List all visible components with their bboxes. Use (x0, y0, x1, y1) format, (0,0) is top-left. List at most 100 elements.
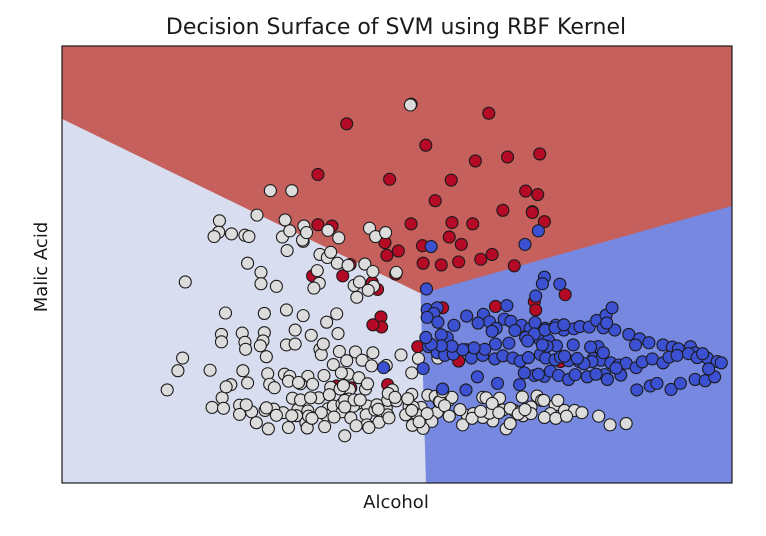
data-point-light (278, 213, 292, 227)
data-point-red (485, 247, 499, 261)
data-point-blue (529, 289, 543, 303)
data-point-light (338, 429, 352, 443)
data-point-blue (419, 330, 433, 345)
data-point-blue (518, 237, 532, 251)
data-point-light (304, 391, 318, 405)
data-point-red (445, 215, 459, 230)
data-point-light (559, 409, 574, 423)
data-point-light (537, 393, 551, 407)
data-point-light (296, 309, 310, 323)
data-point-red (529, 303, 543, 317)
data-point-light (324, 245, 338, 259)
data-point-light (366, 264, 380, 279)
data-point-red (380, 248, 394, 262)
data-point-red (404, 217, 418, 231)
data-point-light (261, 422, 275, 436)
data-point-light (203, 363, 217, 377)
data-point-blue (459, 383, 473, 397)
data-point-light (334, 366, 348, 380)
data-point-red (482, 106, 496, 120)
data-point-light (219, 380, 233, 394)
data-point-blue (420, 310, 434, 324)
data-point-blue (664, 382, 678, 397)
data-point-light (537, 410, 551, 425)
data-point-light (253, 339, 267, 353)
data-point-blue (434, 328, 448, 342)
data-point-red (452, 255, 466, 269)
data-point-light (394, 348, 408, 362)
data-point-light (619, 417, 633, 431)
data-point-red (454, 237, 468, 251)
data-point-red (311, 167, 325, 182)
data-point-red (531, 188, 545, 202)
data-point-light (336, 378, 350, 393)
data-point-light (214, 335, 229, 349)
data-point-light (212, 214, 226, 228)
data-point-red (500, 150, 515, 164)
data-point-light (239, 342, 253, 356)
data-point-blue (521, 351, 535, 365)
data-point-light (379, 226, 393, 240)
data-point-light (350, 290, 364, 304)
data-point-light (171, 364, 185, 378)
data-point-blue (416, 361, 430, 376)
data-point-light (332, 344, 346, 359)
data-point-light (263, 184, 277, 198)
data-point-light (288, 337, 302, 351)
data-point-blue (673, 376, 687, 390)
data-point-light (453, 403, 467, 417)
data-point-red (311, 218, 325, 232)
data-point-blue (553, 277, 567, 291)
data-point-light (259, 401, 273, 415)
data-point-blue (570, 351, 584, 366)
data-point-blue (470, 370, 484, 384)
data-point-light (310, 264, 324, 278)
data-point-light (327, 410, 341, 424)
data-point-light (224, 227, 239, 241)
data-point-light (239, 398, 253, 412)
data-point-light (259, 350, 273, 364)
data-point-blue (513, 378, 527, 392)
data-point-light (160, 383, 174, 397)
data-point-light (288, 323, 302, 337)
data-point-blue (642, 336, 656, 350)
plot-frame (61, 45, 733, 484)
data-point-blue (424, 240, 438, 254)
data-point-light (592, 409, 606, 423)
data-point-light (340, 354, 354, 368)
data-points (160, 97, 728, 443)
data-point-light (285, 409, 299, 423)
data-point-light (361, 283, 375, 297)
data-point-light (456, 418, 470, 432)
data-point-light (515, 390, 529, 404)
data-point-light (341, 258, 355, 272)
data-point-red (466, 217, 480, 231)
data-point-blue (485, 324, 499, 338)
data-point-light (389, 265, 403, 279)
data-point-light (371, 402, 385, 416)
data-point-light (445, 390, 459, 404)
data-point-blue (456, 343, 470, 357)
data-point-red (488, 299, 503, 314)
data-point-blue (701, 362, 716, 376)
data-point-red (336, 269, 350, 283)
data-point-light (355, 353, 369, 367)
data-point-blue (535, 338, 549, 352)
data-point-light (291, 375, 306, 390)
data-point-light (352, 275, 367, 289)
data-point-blue (605, 301, 619, 315)
data-point-light (331, 326, 345, 341)
data-point-light (254, 265, 268, 279)
data-point-light (261, 367, 275, 381)
data-point-light (332, 231, 346, 245)
data-point-blue (467, 341, 481, 355)
data-point-light (307, 281, 321, 295)
data-point-light (269, 408, 283, 422)
data-point-blue (531, 224, 545, 238)
data-point-light (403, 98, 417, 112)
data-point-light (317, 368, 331, 383)
data-point-blue (419, 282, 434, 296)
data-point-red (434, 258, 448, 272)
data-point-light (603, 418, 617, 432)
